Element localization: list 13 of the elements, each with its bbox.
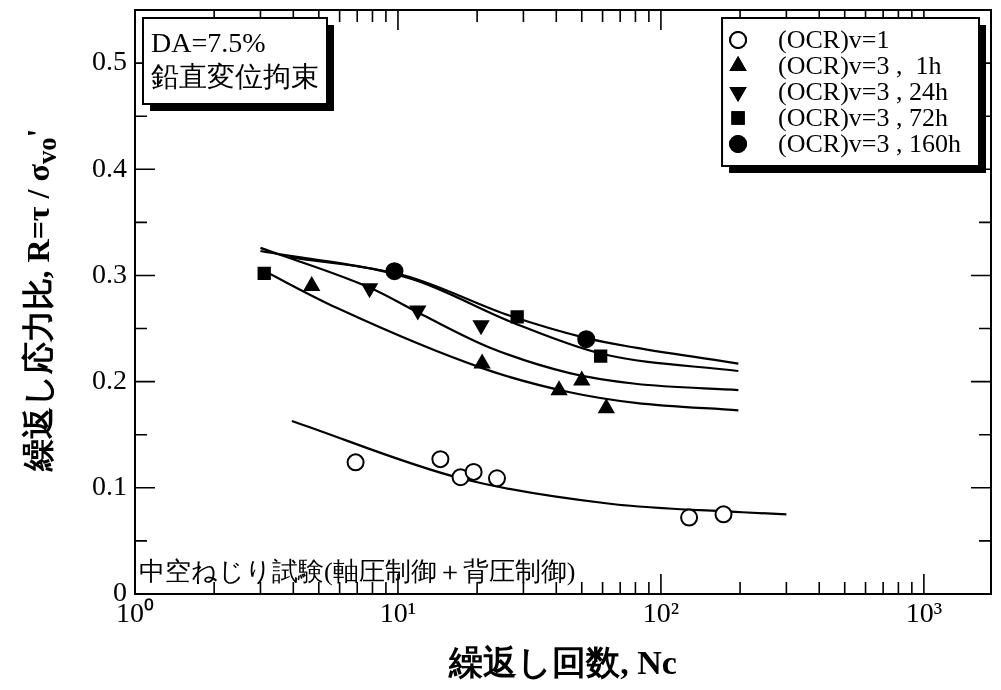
x-tick-label: 10³ [905, 597, 943, 629]
y-tick-label: 0.2 [92, 364, 127, 395]
x-axis-title: 繰返し回数, Nc [448, 644, 677, 682]
annotation: DA=7.5% [151, 27, 266, 58]
x-tick-label: 10¹ [379, 597, 417, 629]
y-tick-label: 0.3 [92, 257, 127, 289]
y-tick-label: 0.1 [92, 470, 127, 502]
annotation: 鉛直変位拘束 [151, 61, 319, 92]
x-tick-label: 10² [642, 597, 680, 629]
annotation: 中空ねじり試験(軸圧制御＋背圧制御) [139, 557, 576, 586]
y-tick-label: 0.5 [92, 45, 127, 77]
legend-label: (OCR)v=1 [778, 24, 890, 54]
y-tick-label: 0.4 [92, 151, 127, 183]
